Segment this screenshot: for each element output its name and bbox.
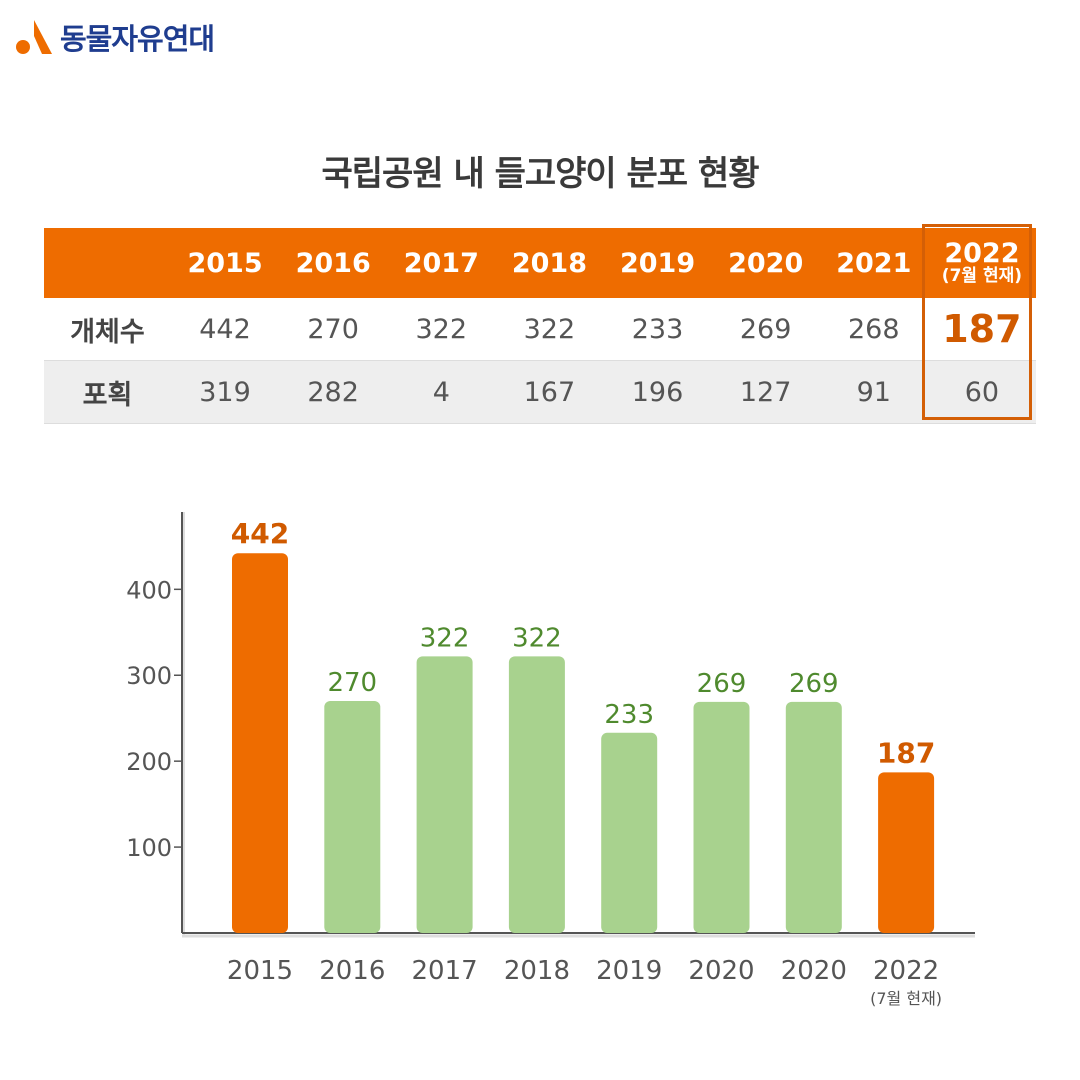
row-label: 개체수 [70, 316, 145, 348]
row-label: 포획 [82, 379, 133, 411]
x-tick-note: (7월 현재) [870, 989, 942, 1008]
chart-labels: 442 2015 270 2016 322 2017 322 2018 233 2019 269 20… [227, 517, 942, 1008]
y-tick-label: 400 [126, 576, 172, 604]
brand-mark-icon [16, 20, 52, 54]
table-cell: 127 [739, 376, 792, 408]
x-tick-label: 2020 [781, 956, 847, 986]
table-cell: 268 [848, 313, 900, 345]
y-tick-label: 200 [126, 748, 172, 776]
x-tick-label: 2015 [227, 956, 293, 986]
page-title: 국립공원 내 들고양이 분포 현황 [321, 154, 760, 194]
table-cell: 269 [739, 313, 792, 345]
x-tick-label: 2016 [319, 956, 385, 986]
data-label: 442 [231, 517, 289, 550]
header-year-current: 2022 (7월 현재) [928, 228, 1036, 298]
y-tick-label: 100 [126, 834, 172, 862]
bar [601, 732, 658, 933]
x-tick-label: 2018 [504, 956, 570, 986]
header-year: 2017 [403, 247, 479, 279]
data-label: 322 [512, 623, 562, 653]
table-cell: 91 [856, 376, 891, 408]
brand-logo: 동물자유연대 [14, 16, 215, 58]
table-header-row: 2015 2016 2017 2018 2019 2020 2021 2022 … [44, 228, 1036, 298]
brand-name: 동물자유연대 [60, 22, 215, 56]
table-cell: 319 [199, 376, 251, 408]
table-cell: 196 [631, 376, 684, 408]
x-tick-label: 2022 [873, 956, 939, 986]
bar [878, 772, 935, 933]
data-label: 233 [604, 700, 654, 730]
table-cell: 322 [523, 313, 576, 345]
bar [324, 701, 381, 933]
data-label: 269 [789, 669, 839, 699]
data-label: 269 [697, 669, 747, 699]
header-year-current-value: 2022 [944, 237, 1020, 269]
header-year: 2015 [187, 247, 263, 279]
chart-bars [232, 553, 935, 933]
table-cell: 442 [199, 313, 251, 345]
bar [232, 553, 288, 933]
data-label: 187 [877, 736, 935, 769]
header-year: 2019 [619, 247, 696, 279]
table-cell: 60 [964, 376, 1000, 408]
table-row-capture: 포획 319 282 4 167 196 127 91 60 [44, 361, 1036, 424]
x-tick-label: 2020 [688, 956, 754, 986]
table-cell: 270 [307, 313, 359, 345]
header-year: 2020 [728, 247, 804, 279]
table-row-population: 개체수 442 270 322 322 233 269 268 187 [44, 298, 1036, 361]
y-tick-label: 300 [126, 662, 172, 690]
table-cell: 167 [523, 376, 576, 408]
bar [785, 701, 842, 933]
data-label: 322 [420, 623, 470, 653]
table-cell: 233 [631, 313, 684, 345]
data-label: 270 [327, 668, 377, 698]
header-year: 2016 [295, 247, 371, 279]
header-year: 2021 [836, 247, 912, 279]
table-cell-highlight: 187 [942, 307, 1022, 351]
table-cell: 282 [307, 376, 359, 408]
bar [508, 656, 565, 933]
header-year: 2018 [511, 247, 587, 279]
chart-axes: 100 200 300 400 [126, 512, 975, 938]
x-tick-label: 2019 [596, 956, 662, 986]
bar [416, 656, 473, 933]
bar [693, 701, 750, 933]
header-year-current-note: (7월 현재) [941, 266, 1023, 287]
x-tick-label: 2017 [412, 956, 478, 986]
table-cell: 322 [415, 313, 468, 345]
table-cell: 4 [432, 376, 450, 408]
